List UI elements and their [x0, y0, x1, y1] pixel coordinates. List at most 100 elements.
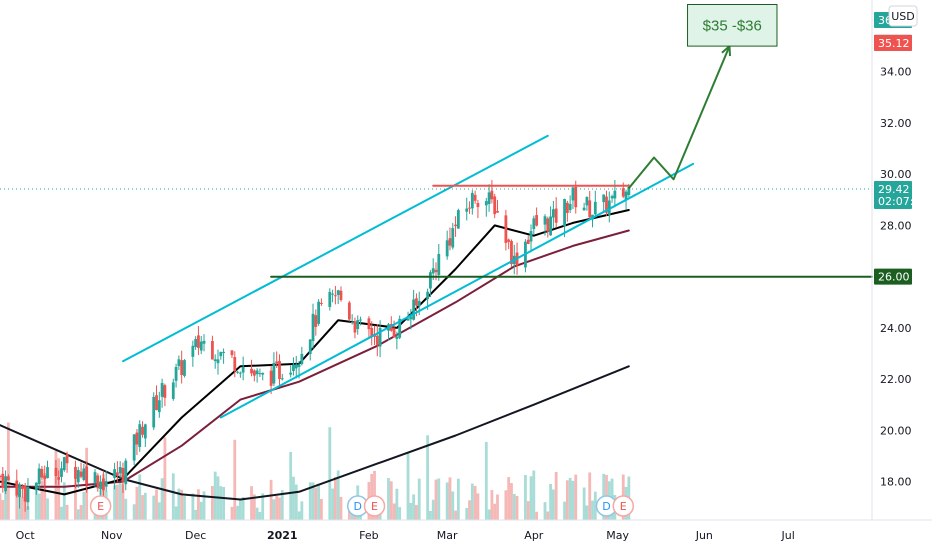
- volume-bar: [124, 498, 128, 520]
- candle-body: [431, 268, 435, 274]
- price-badge-countdown: 02:07:56: [878, 195, 927, 208]
- candle-body: [37, 468, 41, 485]
- candle-body: [174, 366, 178, 381]
- volume-bar: [454, 510, 457, 520]
- volume-bar: [328, 427, 332, 520]
- volume-bar: [409, 502, 413, 520]
- volume-bar: [26, 506, 30, 520]
- currency-button[interactable]: USD: [888, 5, 918, 27]
- candle-body: [336, 290, 340, 295]
- candle-body: [20, 485, 24, 490]
- candle-body: [79, 471, 83, 477]
- candle-body: [574, 186, 578, 208]
- candle-body: [300, 353, 304, 365]
- candle-body: [163, 385, 167, 398]
- candle-body: [526, 239, 530, 244]
- volume-bar: [278, 497, 281, 520]
- candle-body: [96, 475, 100, 489]
- candle-body: [250, 368, 253, 374]
- candle-body: [610, 196, 614, 199]
- volume-bar: [160, 478, 164, 520]
- volume-bar: [230, 506, 234, 520]
- candle-body: [233, 357, 237, 372]
- time-tick-label: Apr: [524, 529, 544, 542]
- volume-bar: [202, 491, 206, 520]
- candle-body: [152, 396, 156, 428]
- event-marker-e[interactable]: E: [363, 495, 386, 517]
- candle-body: [183, 360, 186, 376]
- volume-bar: [563, 501, 566, 520]
- volume-bar: [398, 507, 402, 520]
- volume-bar: [222, 486, 225, 520]
- volume-bar: [333, 476, 337, 520]
- candle-body: [102, 478, 105, 491]
- price-badge-bg: [874, 268, 912, 285]
- candle-body: [252, 370, 256, 376]
- candle-body: [191, 345, 195, 357]
- candle-body: [451, 228, 455, 248]
- time-tick-label: Mar: [437, 529, 458, 542]
- time-axis[interactable]: Oct Nov Dec 2021 Feb Mar Apr May Jun Jul: [16, 529, 795, 542]
- volume-bar: [4, 483, 7, 520]
- candle-body: [171, 382, 175, 399]
- price-axis[interactable]: 34.00 32.00 30.00 28.00 24.00 22.00 20.00 18.00…: [874, 11, 927, 489]
- volume-bar: [490, 490, 494, 520]
- price-tick-label: 20.00: [880, 424, 912, 437]
- volume-bar: [535, 511, 539, 520]
- candle-body: [568, 203, 572, 211]
- volume-bar: [294, 484, 298, 520]
- volume-bar: [529, 476, 533, 520]
- candle-body: [532, 218, 536, 229]
- volume-bar: [549, 483, 552, 520]
- candle-body: [493, 196, 497, 215]
- volume-bar: [339, 496, 343, 520]
- time-tick-label: Dec: [185, 529, 206, 542]
- time-tick-label: Jul: [781, 529, 795, 542]
- volume-bar: [389, 481, 393, 520]
- candle-body: [272, 362, 276, 384]
- candle-body: [504, 215, 508, 243]
- volume-bar: [582, 487, 586, 520]
- event-marker-e[interactable]: E: [612, 495, 635, 517]
- volume-bar: [289, 451, 293, 520]
- candle-body: [546, 218, 550, 232]
- candle-body: [160, 383, 164, 397]
- volume-bars: [0, 422, 631, 520]
- price-tick-label: 18.00: [880, 476, 912, 489]
- volume-bar: [426, 435, 430, 520]
- event-marker-e[interactable]: E: [89, 495, 112, 517]
- target-zone: [687, 3, 778, 47]
- event-marker-letter: E: [620, 500, 627, 513]
- candle-body: [275, 361, 279, 364]
- candle-body: [216, 359, 220, 364]
- price-badge-label: 29.42: [878, 183, 910, 196]
- candle-body: [496, 211, 499, 213]
- volume-bar: [197, 489, 200, 520]
- volume-bar: [292, 476, 295, 520]
- volume-bar: [54, 450, 58, 520]
- candle-body: [143, 424, 147, 439]
- volume-bar: [311, 482, 315, 520]
- candle-body: [85, 466, 89, 485]
- event-marker-letter: E: [371, 500, 378, 513]
- volume-bar: [591, 500, 594, 520]
- candle-body: [124, 460, 128, 485]
- candle-body: [138, 424, 142, 448]
- volume-bar: [157, 502, 161, 520]
- candle-body: [141, 426, 144, 435]
- volume-bar: [143, 492, 147, 520]
- candle-body: [571, 187, 575, 201]
- volume-bar: [138, 474, 142, 520]
- volume-bar: [526, 501, 530, 520]
- volume-bar: [532, 470, 536, 520]
- volume-bar: [275, 495, 279, 520]
- candle-body: [339, 290, 343, 301]
- candle-body: [607, 200, 611, 215]
- volume-bar: [546, 511, 550, 520]
- volume-bar: [255, 507, 259, 520]
- time-tick-label: Feb: [359, 529, 378, 542]
- target-box[interactable]: $35 -$36: [687, 3, 778, 47]
- volume-bar: [585, 505, 589, 520]
